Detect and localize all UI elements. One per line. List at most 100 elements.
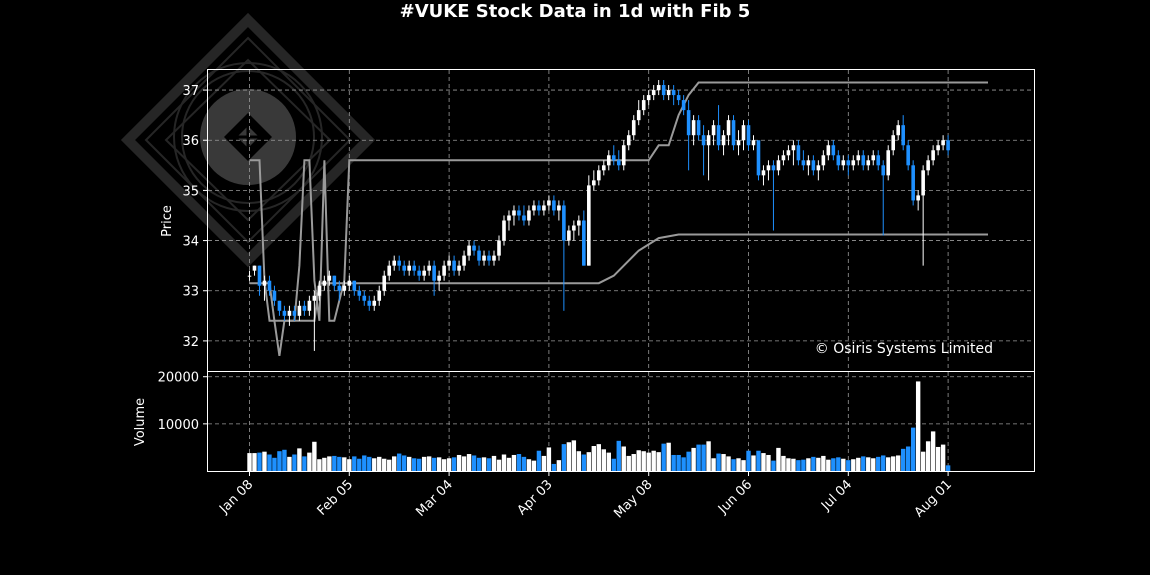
candle-body xyxy=(257,265,262,286)
volume-bar xyxy=(382,458,387,471)
candle-body xyxy=(512,210,516,216)
candle-body xyxy=(841,160,846,166)
candle-body xyxy=(277,300,282,311)
candle-body xyxy=(901,125,905,146)
candle-body xyxy=(492,255,496,261)
candle-body xyxy=(846,160,851,166)
volume-bar xyxy=(392,456,397,471)
volume-bar xyxy=(431,457,437,471)
volume-bar xyxy=(337,456,342,471)
volume-bar xyxy=(766,454,771,471)
candle-body xyxy=(761,170,766,176)
candle-body xyxy=(392,260,397,266)
candle-body xyxy=(497,240,501,256)
price-panel-frame xyxy=(207,69,1035,372)
volume-bar xyxy=(526,459,532,471)
volume-bar xyxy=(771,460,776,471)
candle-body xyxy=(502,220,506,241)
volume-bar xyxy=(397,453,402,471)
candle-body xyxy=(731,120,736,146)
volume-bar xyxy=(511,454,517,471)
volume-bar xyxy=(801,459,806,471)
volume-bar xyxy=(516,454,522,471)
candle-body xyxy=(567,230,571,241)
volume-bar xyxy=(656,452,661,471)
volume-bar xyxy=(611,458,616,471)
candles xyxy=(247,80,950,351)
volume-bar xyxy=(910,427,916,471)
volume-bar xyxy=(541,455,547,471)
volume-bar xyxy=(486,458,492,471)
volume-bar xyxy=(277,451,282,471)
candle-body xyxy=(671,90,676,96)
candle-body xyxy=(946,140,950,151)
price-gridlines xyxy=(208,70,1034,371)
volume-bar xyxy=(312,441,317,471)
volume-bars xyxy=(247,381,951,471)
volume-bar xyxy=(247,453,252,471)
candle-body xyxy=(851,160,856,166)
volume-bar xyxy=(846,460,851,471)
candle-body xyxy=(457,265,461,271)
candle-body xyxy=(796,145,801,161)
volume-bar xyxy=(556,460,562,471)
volume-bar xyxy=(636,450,641,471)
volume-bar xyxy=(856,457,861,471)
candle-body xyxy=(557,205,561,211)
candle-body xyxy=(597,170,601,181)
volume-bar xyxy=(267,454,272,471)
price-tick-label: 35 xyxy=(182,184,199,199)
volume-bar xyxy=(466,454,472,471)
price-tick-label: 32 xyxy=(182,335,199,350)
candle-body xyxy=(636,110,641,121)
candle-body xyxy=(911,165,915,201)
volume-bar xyxy=(811,456,816,471)
volume-bar xyxy=(751,455,756,471)
candle-body xyxy=(572,225,576,231)
candle-body xyxy=(462,255,466,266)
candle-body xyxy=(651,90,656,96)
candle-body xyxy=(811,160,816,171)
candle-body xyxy=(881,165,886,176)
volume-bar xyxy=(681,457,686,471)
volume-bar xyxy=(920,451,926,471)
volume-bar xyxy=(881,455,886,471)
candle-body xyxy=(432,265,436,281)
candle-body xyxy=(916,195,920,201)
volume-bar xyxy=(282,449,287,471)
date-tick-label: Feb 05 xyxy=(315,477,357,519)
price-tick-label: 34 xyxy=(182,235,199,250)
volume-bar xyxy=(821,455,826,471)
candle-body xyxy=(287,310,292,316)
candle-body xyxy=(756,140,761,176)
price-tick-label: 37 xyxy=(182,84,199,99)
candle-body xyxy=(282,310,287,316)
volume-bar xyxy=(606,452,611,471)
candle-body xyxy=(582,220,586,266)
candle-body xyxy=(681,100,686,111)
volume-bar xyxy=(716,453,721,471)
volume-bar xyxy=(935,446,941,471)
volume-bar xyxy=(441,459,447,471)
candle-body xyxy=(721,135,726,146)
volume-bar xyxy=(456,454,462,471)
price-axis-label: Price xyxy=(160,205,175,237)
volume-bar xyxy=(257,452,262,471)
volume-bar xyxy=(581,454,587,471)
candle-body xyxy=(267,280,272,291)
candle-body xyxy=(876,155,881,166)
volume-bar xyxy=(701,444,706,471)
volume-bar xyxy=(691,447,696,471)
volume-bar xyxy=(756,450,761,471)
volume-bar xyxy=(940,444,946,471)
candle-body xyxy=(856,155,861,161)
volume-bar xyxy=(945,465,951,471)
volume-bar xyxy=(317,459,322,471)
candle-body xyxy=(307,300,312,311)
candle-body xyxy=(317,285,322,296)
volume-bar xyxy=(851,459,856,471)
candle-body xyxy=(467,245,471,256)
candle-body xyxy=(711,125,716,136)
date-tick-label: Jul 04 xyxy=(818,477,855,514)
